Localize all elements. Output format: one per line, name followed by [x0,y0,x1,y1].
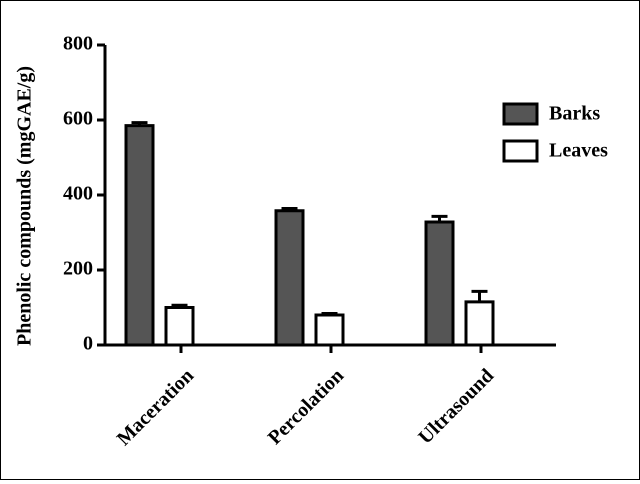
bar-barks [124,124,155,347]
bars [124,121,495,347]
legend: Barks Leaves [502,102,608,163]
legend-swatch-leaves [502,139,539,163]
bar-leaves [164,306,195,347]
y-axis-title: Phenolic compounds (mgGAE/g) [14,66,36,346]
legend-swatch-barks [502,102,539,126]
y-tick-label: 0 [83,333,93,355]
legend-label-leaves: Leaves [549,140,608,162]
bar-barks [424,220,455,347]
x-category-label: Percolation [264,365,348,449]
bar-leaves [464,300,495,347]
x-category-label: Maceration [113,365,198,450]
y-axis: 0 200 400 600 800 [63,33,107,355]
y-tick-label: 600 [63,108,93,130]
y-tick-label: 200 [63,258,93,280]
bar-leaves [314,313,345,347]
y-tick-label: 800 [63,33,93,55]
x-category-label: Ultrasound [414,365,498,449]
x-axis: Maceration Percolation Ultrasound [105,343,556,450]
y-tick-label: 400 [63,183,93,205]
bar-barks [274,209,305,347]
legend-label-barks: Barks [549,103,600,125]
